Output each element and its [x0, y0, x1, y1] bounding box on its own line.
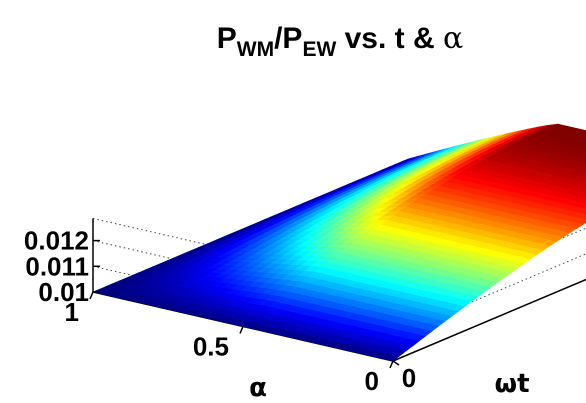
surface-patch — [575, 191, 586, 198]
z-tick-label-0.01: 0.01 — [38, 277, 89, 307]
surface-patch — [581, 159, 586, 163]
surface-patch — [573, 133, 586, 140]
surface-patch — [578, 197, 586, 204]
surface-patch — [570, 128, 586, 135]
title-slash-p: /P — [274, 22, 302, 55]
surface-patch — [574, 146, 586, 154]
y-tick-label-0: 0 — [365, 366, 379, 396]
chart-title: PWM/PEW vs. t & α — [217, 21, 464, 61]
surface-patch — [572, 217, 586, 225]
surface-patch — [571, 155, 586, 162]
title-sub-wm: WM — [237, 38, 274, 61]
surface-patch — [572, 201, 586, 208]
surface-patch — [579, 213, 586, 220]
x-tick-label-0: 0 — [402, 363, 416, 393]
y-tick-mark-0.5 — [239, 326, 244, 334]
surface-patch — [574, 175, 586, 183]
surface-patch — [577, 138, 586, 145]
x-axis-line — [392, 278, 586, 362]
y-axis-label: α — [249, 373, 267, 403]
title-p: P — [217, 22, 237, 55]
y-tick-mark-1 — [89, 291, 94, 300]
y-tick-mark-0 — [389, 360, 394, 369]
surface-patch — [571, 170, 586, 177]
surface-patch — [574, 161, 586, 168]
surface-patch — [581, 173, 586, 178]
x-axis-label: ωt — [494, 369, 529, 399]
surface-patch — [580, 144, 586, 149]
surface-patch — [570, 141, 586, 148]
surface-patch — [575, 207, 586, 215]
z-tick-label-0.012: 0.012 — [24, 226, 89, 256]
x-tick-mark-0 — [392, 360, 400, 366]
title-sub-ew: EW — [302, 38, 336, 61]
surface-patch — [582, 205, 586, 209]
surface-patch — [571, 185, 586, 192]
surface-layer — [92, 123, 586, 362]
y-tick-label-0.5: 0.5 — [193, 332, 229, 362]
y-tick-label-1: 1 — [65, 297, 79, 327]
z-tick-label-0.011: 0.011 — [25, 251, 89, 281]
surface-patch — [577, 152, 586, 158]
title-alpha-symbol: α — [443, 21, 463, 56]
title-vs: vs. t & — [336, 22, 443, 55]
surface-patch — [581, 189, 586, 193]
